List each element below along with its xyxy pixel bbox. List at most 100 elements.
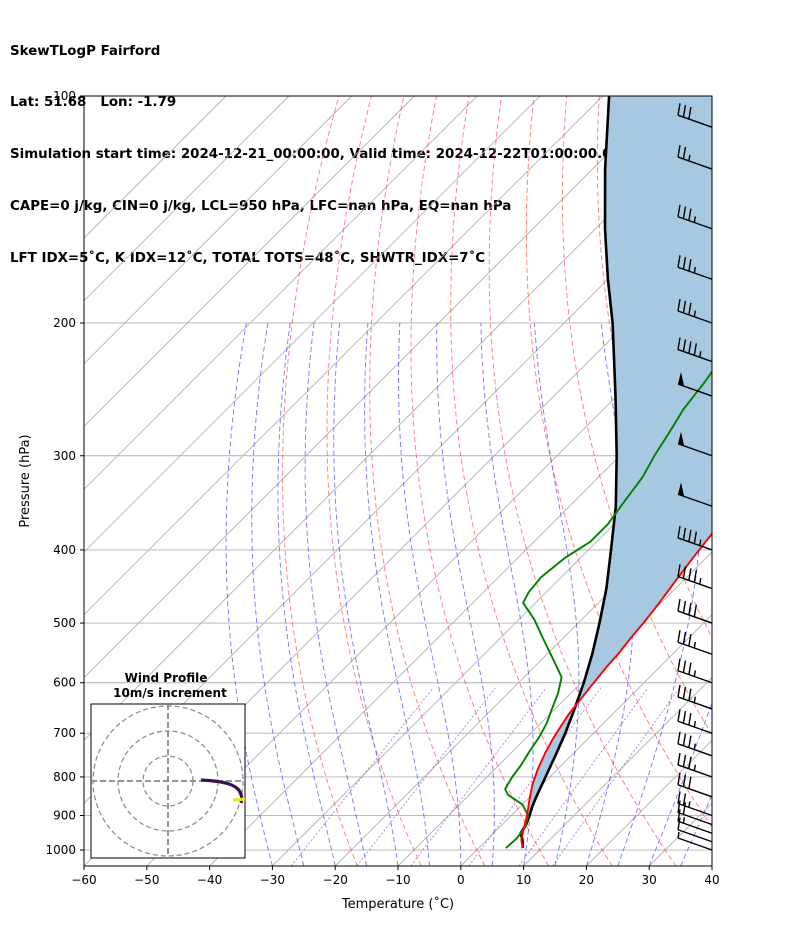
dry-adiabat-line: [326, 96, 422, 866]
cin-shaded-area: [520, 96, 712, 849]
hodograph: [91, 704, 245, 858]
stability-indices-1: CAPE=0 j/kg, CIN=0 j/kg, LCL=950 hPa, LF…: [10, 199, 512, 215]
isotherm-line: [84, 96, 415, 428]
wind-barb: [677, 525, 713, 551]
moist-adiabat-line: [277, 322, 336, 866]
wind-barb: [677, 564, 713, 590]
wind-barb: [677, 630, 713, 655]
x-tick-label: 30: [642, 873, 657, 887]
station-title: SkewTLogP Fairford: [10, 43, 161, 59]
wind-barb: [677, 658, 713, 684]
isotherm-line: [711, 865, 712, 866]
y-tick-label: 900: [53, 809, 76, 823]
wind-profile-inset: Wind Profile 10m/s increment: [90, 671, 246, 859]
moist-adiabat-line: [333, 322, 399, 866]
wind-barb: [677, 298, 713, 324]
isotherm-line: [84, 96, 352, 365]
dry-adiabat-line: [450, 96, 613, 866]
moist-adiabat-line: [304, 322, 368, 866]
isotherm-line: [84, 96, 290, 302]
isotherm-line: [460, 614, 712, 866]
x-tick-label: −60: [71, 873, 96, 887]
wind-barb: [677, 482, 713, 507]
wind-barb: [677, 255, 713, 280]
x-tick-label: −10: [385, 873, 410, 887]
x-tick-label: 10: [516, 873, 531, 887]
isotherm-line: [523, 676, 712, 866]
y-tick-label: 300: [53, 449, 76, 463]
y-tick-label: 1000: [45, 843, 76, 857]
moist-adiabat-line: [648, 701, 712, 866]
x-tick-label: 40: [704, 873, 719, 887]
wind-barb: [677, 831, 713, 851]
x-axis-label: Temperature (˚C): [341, 896, 454, 912]
wind-barb: [677, 772, 713, 798]
inset-subtitle: 10m/s increment: [113, 686, 227, 700]
wind-barb: [677, 731, 713, 757]
wind-barb: [677, 144, 713, 170]
moist-adiabat-line: [585, 322, 635, 866]
moist-adiabat-line: [480, 322, 534, 866]
y-tick-label: 600: [53, 676, 76, 690]
wind-barbs: [677, 103, 713, 851]
axes: −60 −50 −40 −30 −20 −10 0 10 20 30 40 100 200 300 400 5…: [45, 89, 719, 887]
moist-adiabat-line: [436, 322, 495, 866]
y-tick-label: 800: [53, 770, 76, 784]
y-tick-label: 400: [53, 543, 76, 557]
x-tick-label: −40: [197, 873, 222, 887]
isotherm-line: [84, 96, 478, 490]
station-location: Lat: 51.68 Lon: -1.79: [10, 95, 177, 111]
wind-barb: [677, 204, 713, 230]
moist-adiabat-line: [398, 322, 462, 866]
dry-adiabat-line: [410, 96, 549, 866]
inset-title: Wind Profile: [125, 671, 208, 685]
x-tick-label: −20: [323, 873, 348, 887]
isotherm-line: [84, 96, 604, 616]
isotherm-line: [84, 111, 712, 742]
x-tick-label: −50: [134, 873, 159, 887]
simulation-times: Simulation start time: 2024-12-21_00:00:…: [10, 147, 621, 163]
isotherm-line: [84, 96, 541, 553]
moist-adiabat-line: [251, 322, 305, 866]
stability-indices-2: LFT IDX=5˚C, K IDX=12˚C, TOTAL TOTS=48˚C…: [10, 251, 486, 267]
wind-barb: [677, 337, 713, 363]
mixing-ratio-line: [518, 687, 649, 866]
wind-barb: [677, 103, 713, 128]
dry-adiabat-line: [282, 96, 358, 866]
cape-cin-shading: [520, 96, 712, 849]
wind-barb: [677, 598, 713, 624]
dry-adiabat-line: [369, 96, 486, 866]
mixing-ratio-line: [552, 687, 680, 866]
x-tick-label: −30: [260, 873, 285, 887]
wind-barb: [677, 817, 713, 843]
wind-barb: [677, 372, 713, 397]
isotherm-line: [146, 300, 712, 866]
wind-barb: [677, 431, 713, 457]
moist-adiabat-line: [225, 322, 273, 866]
wind-barb: [677, 791, 713, 817]
moist-adiabat-line: [680, 793, 712, 866]
dry-adiabat-line: [762, 96, 794, 866]
isotherm-line: [84, 96, 666, 679]
y-tick-label: 100: [53, 89, 76, 103]
dry-adiabat-line: [488, 96, 677, 866]
mixing-ratio-line: [356, 687, 496, 866]
y-tick-label: 500: [53, 616, 76, 630]
temperature-profile-line: [520, 532, 712, 849]
x-tick-label: 20: [579, 873, 594, 887]
y-tick-label: 200: [53, 316, 76, 330]
mixing-ratio-line: [468, 687, 602, 866]
isotherm-line: [84, 96, 227, 239]
dry-adiabat-line: [561, 96, 712, 736]
moist-adiabat-line: [711, 864, 712, 866]
wind-barb: [677, 709, 713, 734]
y-axis-label: Pressure (hPa): [18, 434, 33, 527]
parcel-profile-line: [519, 96, 618, 849]
isotherm-line: [334, 488, 712, 866]
wind-barb: [677, 800, 713, 826]
dry-adiabat-line: [729, 96, 794, 866]
wind-barb: [677, 684, 713, 710]
chart-header: SkewTLogP Fairford Lat: 51.68 Lon: -1.79…: [10, 8, 621, 285]
isotherm-line: [397, 551, 712, 866]
